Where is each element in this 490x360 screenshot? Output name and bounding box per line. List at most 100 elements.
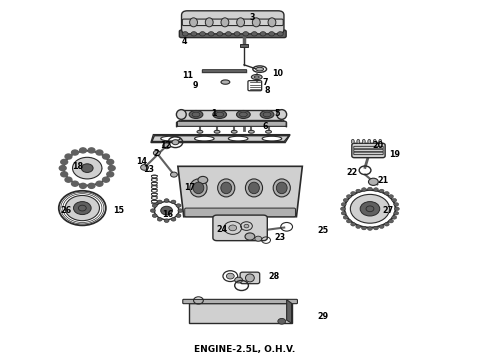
Circle shape	[394, 203, 399, 206]
Ellipse shape	[213, 111, 226, 118]
Circle shape	[61, 172, 68, 177]
Ellipse shape	[351, 139, 354, 144]
Ellipse shape	[268, 18, 276, 27]
Circle shape	[346, 195, 351, 198]
FancyBboxPatch shape	[179, 30, 286, 37]
Ellipse shape	[221, 80, 230, 84]
Circle shape	[172, 140, 179, 145]
Circle shape	[102, 154, 109, 159]
Circle shape	[107, 172, 114, 177]
Circle shape	[343, 198, 348, 202]
Circle shape	[96, 150, 103, 155]
Circle shape	[191, 32, 197, 36]
Text: 24: 24	[217, 225, 228, 234]
Ellipse shape	[161, 136, 180, 141]
Circle shape	[360, 202, 380, 216]
Circle shape	[362, 226, 367, 230]
Circle shape	[379, 189, 384, 193]
Circle shape	[379, 225, 384, 229]
Circle shape	[107, 159, 114, 165]
Ellipse shape	[368, 139, 371, 144]
Text: 22: 22	[346, 167, 358, 176]
Circle shape	[157, 200, 162, 204]
Ellipse shape	[362, 139, 365, 144]
Text: 17: 17	[184, 183, 195, 192]
Ellipse shape	[252, 18, 260, 27]
Polygon shape	[282, 120, 287, 127]
Circle shape	[269, 32, 274, 36]
FancyBboxPatch shape	[240, 272, 260, 284]
Text: 15: 15	[113, 206, 124, 215]
Circle shape	[79, 148, 86, 153]
Ellipse shape	[189, 111, 203, 118]
Text: 28: 28	[269, 272, 280, 281]
Ellipse shape	[373, 139, 376, 144]
Ellipse shape	[205, 18, 213, 27]
Circle shape	[164, 219, 169, 222]
Ellipse shape	[260, 111, 274, 118]
Circle shape	[102, 177, 109, 182]
Text: ENGINE-2.5L, O.H.V.: ENGINE-2.5L, O.H.V.	[195, 346, 295, 354]
Ellipse shape	[251, 75, 262, 80]
Circle shape	[341, 207, 345, 211]
Text: 18: 18	[73, 162, 84, 171]
Text: 23: 23	[274, 233, 286, 242]
Circle shape	[178, 209, 183, 212]
FancyBboxPatch shape	[185, 208, 295, 217]
Polygon shape	[181, 110, 282, 120]
Ellipse shape	[190, 18, 197, 27]
Text: 20: 20	[372, 141, 384, 150]
Ellipse shape	[273, 179, 290, 197]
Circle shape	[373, 226, 378, 230]
Text: 29: 29	[318, 311, 329, 320]
Circle shape	[96, 181, 103, 186]
Circle shape	[81, 164, 93, 172]
Circle shape	[343, 216, 348, 219]
Ellipse shape	[256, 67, 264, 71]
Circle shape	[157, 217, 162, 221]
Text: 3: 3	[250, 13, 255, 22]
Ellipse shape	[237, 18, 245, 27]
Ellipse shape	[379, 139, 382, 144]
Circle shape	[255, 236, 262, 241]
FancyBboxPatch shape	[181, 11, 284, 34]
Ellipse shape	[221, 18, 229, 27]
Text: 6: 6	[262, 122, 268, 131]
Text: 4: 4	[181, 37, 187, 46]
Text: 13: 13	[144, 165, 154, 174]
Polygon shape	[176, 120, 181, 127]
Text: 19: 19	[390, 150, 400, 158]
Ellipse shape	[262, 136, 282, 141]
Circle shape	[368, 227, 372, 230]
Text: 8: 8	[265, 86, 270, 95]
Circle shape	[394, 207, 399, 211]
Circle shape	[199, 32, 205, 36]
Bar	[202, 69, 246, 72]
Circle shape	[163, 143, 171, 149]
Text: 26: 26	[60, 206, 71, 215]
Circle shape	[362, 188, 367, 191]
Circle shape	[351, 222, 356, 226]
Circle shape	[152, 214, 157, 217]
Circle shape	[153, 150, 160, 156]
Circle shape	[141, 165, 148, 170]
Polygon shape	[189, 303, 292, 323]
Polygon shape	[287, 300, 292, 323]
Text: 11: 11	[183, 71, 194, 80]
Polygon shape	[178, 166, 302, 217]
Ellipse shape	[245, 274, 254, 282]
Circle shape	[351, 192, 356, 195]
Circle shape	[389, 219, 393, 223]
Polygon shape	[152, 136, 289, 141]
FancyBboxPatch shape	[352, 143, 385, 158]
Ellipse shape	[266, 130, 271, 133]
Circle shape	[74, 202, 91, 215]
Circle shape	[368, 187, 372, 191]
FancyBboxPatch shape	[177, 121, 286, 126]
Ellipse shape	[357, 139, 360, 144]
Text: 14: 14	[136, 157, 147, 166]
Circle shape	[171, 217, 176, 221]
Text: 5: 5	[274, 109, 280, 118]
Circle shape	[171, 200, 176, 204]
Ellipse shape	[245, 179, 263, 197]
